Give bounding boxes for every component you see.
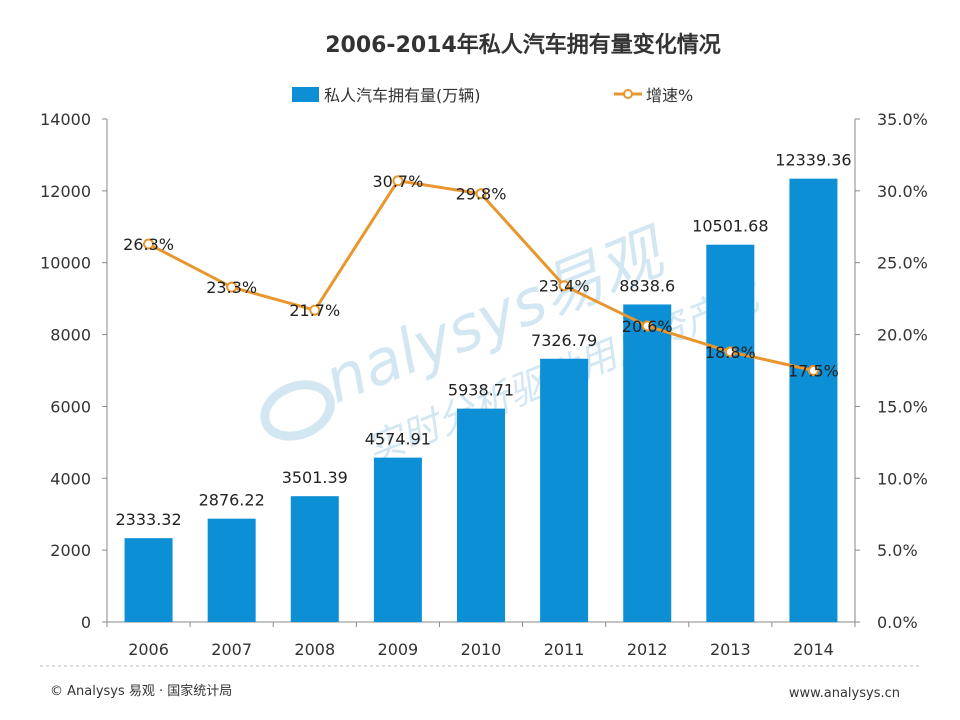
x-axis-ticks: 2006 2007 2008 2009 2010 2011 2012 2013 2014: [106, 622, 856, 659]
bar: [623, 304, 672, 622]
bar: [540, 358, 589, 622]
bar-value-label: 12339.36: [775, 151, 851, 170]
right-axis-ticks: 0.0% 5.0% 10.0% 15.0% 20.0% 25.0% 30.0% 35.0%: [855, 110, 928, 632]
line-point: [558, 280, 570, 292]
right-tick-label: 10.0%: [877, 469, 928, 488]
right-tick-label: 25.0%: [877, 254, 928, 273]
line-point: [226, 281, 238, 293]
line-value-label: 29.8%: [456, 185, 507, 204]
line-value-label: 30.7%: [372, 172, 423, 191]
bar: [124, 538, 173, 622]
right-tick-label: 15.0%: [877, 397, 928, 416]
right-tick-label: 35.0%: [877, 110, 928, 129]
line-value-label: 18.8%: [705, 343, 756, 362]
bar-series: [124, 178, 838, 622]
line-value-labels: 26.3% 23.3% 21.7% 30.7% 29.8% 23.4% 20.6% 18.8%…: [123, 172, 839, 381]
bar-value-label: 10501.68: [692, 217, 768, 236]
footer-source: © Analysys 易观 · 国家统计局: [50, 683, 232, 699]
footer-url: www.analysys.cn: [789, 686, 900, 701]
x-tick-label: 2013: [710, 640, 751, 659]
bar-value-label: 2333.32: [115, 510, 181, 529]
left-tick-label: 4000: [50, 469, 91, 488]
right-tick-label: 5.0%: [877, 541, 918, 560]
line-value-label: 17.5%: [788, 362, 839, 381]
line-point: [309, 304, 321, 316]
line-value-label: 20.6%: [622, 317, 673, 336]
left-tick-label: 6000: [50, 397, 91, 416]
right-tick-label: 20.0%: [877, 326, 928, 345]
left-tick-label: 10000: [40, 254, 91, 273]
bar: [290, 496, 339, 622]
left-tick-label: 14000: [40, 110, 91, 129]
right-tick-label: 30.0%: [877, 182, 928, 201]
legend-bar-swatch: [292, 87, 319, 102]
x-tick-label: 2014: [793, 640, 834, 659]
line-point: [392, 175, 404, 187]
watermark-logo-icon: [260, 380, 335, 441]
bar: [373, 457, 422, 622]
left-tick-label: 0: [81, 613, 91, 632]
bar: [207, 518, 256, 622]
bar: [706, 244, 755, 622]
bar-value-label: 3501.39: [282, 468, 348, 487]
bar-value-label: 7326.79: [531, 331, 597, 350]
bar-value-label: 8838.6: [619, 276, 675, 295]
x-tick-label: 2009: [378, 640, 419, 659]
legend: 私人汽车拥有量(万辆) 增速%: [292, 86, 693, 105]
line-series: [143, 175, 819, 376]
legend-line-marker: [623, 89, 633, 99]
bar-value-label: 2876.22: [199, 491, 265, 510]
x-tick-label: 2006: [128, 640, 169, 659]
left-tick-label: 8000: [50, 326, 91, 345]
bar-value-label: 4574.91: [365, 430, 431, 449]
x-tick-label: 2010: [461, 640, 502, 659]
line-value-label: 26.3%: [123, 235, 174, 254]
x-tick-label: 2008: [294, 640, 335, 659]
bar: [457, 408, 505, 622]
left-axis-ticks: 0 2000 4000 6000 8000 10000 12000 14000: [40, 110, 107, 632]
bar-value-labels: 2333.32 2876.22 3501.39 4574.91 5938.71 7326.…: [115, 151, 851, 530]
legend-line-label: 增速%: [646, 86, 693, 105]
right-tick-label: 0.0%: [877, 613, 918, 632]
legend-bar-label: 私人汽车拥有量(万辆): [324, 86, 481, 105]
left-tick-label: 2000: [50, 541, 91, 560]
line-value-label: 23.3%: [206, 278, 257, 297]
chart-title: 2006-2014年私人汽车拥有量变化情况: [325, 32, 721, 58]
x-tick-label: 2011: [544, 640, 585, 659]
line-value-label: 23.4%: [539, 277, 590, 296]
bar: [789, 178, 838, 622]
line-value-label: 21.7%: [289, 301, 340, 320]
line-point: [724, 346, 736, 358]
line-point: [143, 238, 155, 250]
x-tick-label: 2007: [211, 640, 252, 659]
left-tick-label: 12000: [40, 182, 91, 201]
x-tick-label: 2012: [627, 640, 668, 659]
line-point: [475, 188, 487, 200]
line-point: [641, 320, 653, 332]
bar-value-label: 5938.71: [448, 381, 514, 400]
watermark: nalysys易观 实时分析驱动用户资产成: [260, 214, 769, 472]
line-point: [807, 365, 819, 376]
